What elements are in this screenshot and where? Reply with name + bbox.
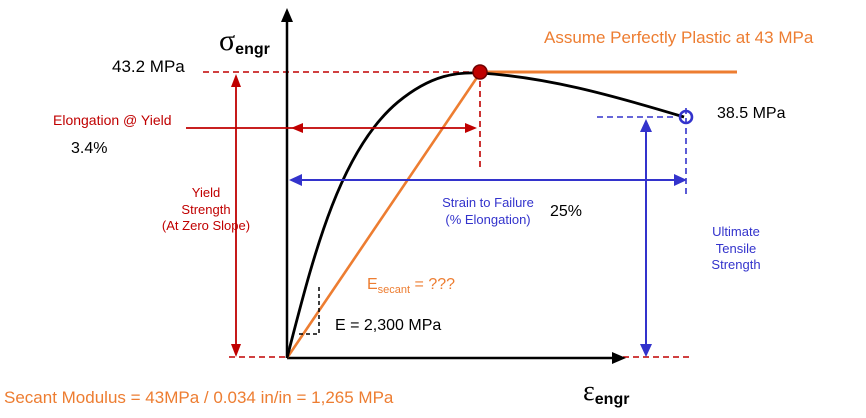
yield-strength-arrowhead-bottom bbox=[231, 344, 241, 357]
y-axis-label: σengr bbox=[219, 2, 270, 61]
x-axis-label: εengr bbox=[583, 354, 629, 411]
modulus-triangle bbox=[297, 287, 320, 335]
strain-to-failure-value: 25% bbox=[550, 203, 583, 220]
elongation-arrowhead-right bbox=[465, 123, 477, 133]
y-axis-subscript: engr bbox=[235, 41, 270, 59]
uts-arrowhead-bottom bbox=[640, 344, 652, 357]
x-axis-arrowhead bbox=[612, 352, 626, 364]
yield-strength-arrowhead-top bbox=[231, 74, 241, 87]
secant-symbol-subscript: secant bbox=[377, 284, 411, 297]
elongation-at-yield-value: 3.4% bbox=[71, 140, 108, 157]
youngs-modulus-label: E = 2,300 MPa bbox=[335, 317, 442, 334]
strain-to-failure-label: Strain to Failure (% Elongation) bbox=[442, 195, 534, 227]
y-axis-arrowhead bbox=[281, 8, 293, 22]
yield-strength-label: Yield Strength (At Zero Slope) bbox=[161, 185, 251, 234]
epsilon-symbol: ε bbox=[583, 376, 595, 408]
sigma-symbol: σ bbox=[219, 24, 236, 58]
secant-modulus-symbol: Esecant = ??? bbox=[367, 255, 455, 298]
plastic-assumption-label: Assume Perfectly Plastic at 43 MPa bbox=[544, 28, 814, 47]
failure-point-marker bbox=[678, 109, 694, 125]
stress-strain-curve bbox=[285, 71, 685, 359]
secant-modulus-formula: Secant Modulus = 43MPa / 0.034 in/in = 1… bbox=[4, 388, 394, 407]
peak-stress-label: 43.2 MPa bbox=[112, 57, 185, 76]
failure-stress-label: 38.5 MPa bbox=[717, 105, 786, 122]
x-axis-subscript: engr bbox=[594, 391, 630, 409]
uts-arrowhead-top bbox=[640, 119, 652, 132]
uts-label: Ultimate Tensile Strength bbox=[711, 224, 761, 273]
strain-to-failure-arrowhead-right bbox=[674, 174, 687, 186]
secant-symbol-prefix: E bbox=[367, 276, 378, 294]
strain-to-failure-arrowhead-left bbox=[289, 174, 302, 186]
elongation-arrowhead-left bbox=[291, 123, 303, 133]
yield-peak-marker bbox=[472, 64, 488, 80]
elongation-at-yield-label: Elongation @ Yield bbox=[53, 112, 172, 128]
secant-symbol-suffix: = ??? bbox=[410, 276, 456, 294]
